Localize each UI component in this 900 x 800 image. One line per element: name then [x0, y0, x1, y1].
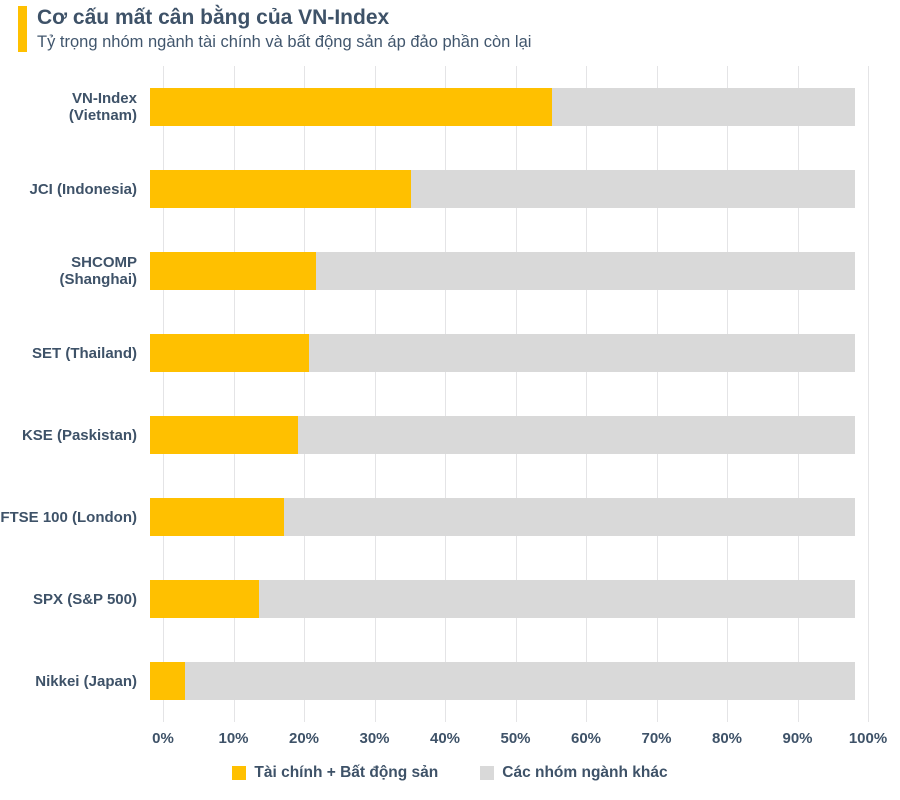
bar-segment-finance-realestate — [150, 416, 299, 454]
title-accent-bar — [18, 6, 27, 52]
gridline — [797, 66, 799, 722]
x-axis-tick-label: 60% — [570, 730, 602, 747]
bar-track — [150, 580, 855, 618]
x-axis-tick-label: 40% — [429, 730, 461, 747]
bar-track — [150, 498, 855, 536]
category-label: Nikkei (Japan) — [35, 672, 137, 690]
x-axis-tick-label: 90% — [782, 730, 813, 747]
chart-subtitle: Tỷ trọng nhóm ngành tài chính và bất độn… — [37, 33, 532, 52]
bar-segment-finance-realestate — [150, 334, 309, 372]
bar-track — [150, 170, 855, 208]
bar-segment-other — [298, 416, 855, 454]
bar-segment-other — [283, 498, 855, 536]
bar-track — [150, 88, 855, 126]
bar-track — [150, 334, 855, 372]
bar-segment-other — [259, 580, 855, 618]
bar-segment-finance-realestate — [150, 580, 260, 618]
bar-segment-other — [551, 88, 855, 126]
bar-track — [150, 252, 855, 290]
chart-header: Cơ cấu mất cân bằng của VN-Index Tỷ trọn… — [18, 6, 531, 54]
title-block: Cơ cấu mất cân bằng của VN-Index Tỷ trọn… — [37, 6, 531, 54]
chart-title: Cơ cấu mất cân bằng của VN-Index — [37, 6, 390, 29]
x-axis-tick-label: 20% — [288, 730, 320, 747]
bar-segment-other — [410, 170, 855, 208]
gridline — [727, 66, 728, 722]
gridline — [233, 66, 235, 722]
bar-track — [150, 416, 855, 454]
gridline — [515, 66, 517, 722]
gridline — [656, 66, 658, 722]
gridline — [374, 66, 376, 722]
gridlines — [163, 66, 869, 722]
plot-area: VN-Index (Vietnam) JCI (Indonesia) SHCOMP … — [0, 66, 900, 722]
legend-swatch-icon — [480, 766, 495, 780]
bar-segment-finance-realestate — [150, 498, 284, 536]
gridline — [304, 66, 305, 722]
chart-row: SHCOMP (Shanghai) — [0, 230, 900, 312]
gridline — [163, 66, 164, 722]
x-axis-tick-label: 30% — [359, 730, 390, 747]
legend-item: Tài chính + Bất động sản — [232, 764, 438, 782]
bar-segment-other — [315, 252, 855, 290]
bar-track — [150, 662, 855, 700]
bar-segment-finance-realestate — [150, 252, 316, 290]
chart-row: Nikkei (Japan) — [0, 640, 900, 722]
category-label: KSE (Paskistan) — [21, 426, 137, 444]
legend-item: Các nhóm ngành khác — [480, 764, 668, 782]
category-label: JCI (Indonesia) — [29, 180, 137, 198]
chart-row: FTSE 100 (London) — [0, 476, 900, 558]
gridline — [445, 66, 446, 722]
stacked-bar-chart: VN-Index (Vietnam) JCI (Indonesia) SHCOMP … — [0, 66, 900, 782]
bar-segment-finance-realestate — [150, 662, 186, 700]
bar-segment-finance-realestate — [150, 170, 411, 208]
category-label: FTSE 100 (London) — [0, 508, 137, 526]
x-axis-tick-label: 70% — [641, 730, 672, 747]
legend-swatch-icon — [232, 766, 247, 780]
category-label: SHCOMP (Shanghai) — [59, 254, 138, 288]
legend-label: Các nhóm ngành khác — [502, 764, 668, 781]
x-axis-tick-label: 80% — [711, 730, 743, 747]
bar-segment-finance-realestate — [150, 88, 552, 126]
legend: Tài chính + Bất động sản Các nhóm ngành k… — [0, 764, 900, 782]
chart-row: VN-Index (Vietnam) — [0, 66, 900, 148]
category-label: VN-Index (Vietnam) — [68, 90, 137, 124]
gridline — [586, 66, 587, 722]
legend-label: Tài chính + Bất động sản — [254, 764, 439, 781]
chart-row: SET (Thailand) — [0, 312, 900, 394]
bar-segment-other — [185, 662, 855, 700]
x-axis-tick-label: 100% — [848, 730, 888, 747]
bar-segment-other — [308, 334, 855, 372]
category-label: SET (Thailand) — [32, 344, 137, 362]
x-axis: 0% 10% 20% 30% 40% 50% 60% 70% 80% 90% 100% — [152, 730, 887, 756]
x-axis-tick-label: 50% — [500, 730, 531, 747]
x-axis-tick-label: 0% — [152, 730, 174, 747]
bar-rows: VN-Index (Vietnam) JCI (Indonesia) SHCOMP … — [0, 66, 900, 722]
chart-row: SPX (S&P 500) — [0, 558, 900, 640]
chart-row: JCI (Indonesia) — [0, 148, 900, 230]
category-label: SPX (S&P 500) — [33, 590, 137, 608]
gridline — [868, 66, 869, 722]
x-axis-tick-label: 10% — [218, 730, 249, 747]
chart-row: KSE (Paskistan) — [0, 394, 900, 476]
